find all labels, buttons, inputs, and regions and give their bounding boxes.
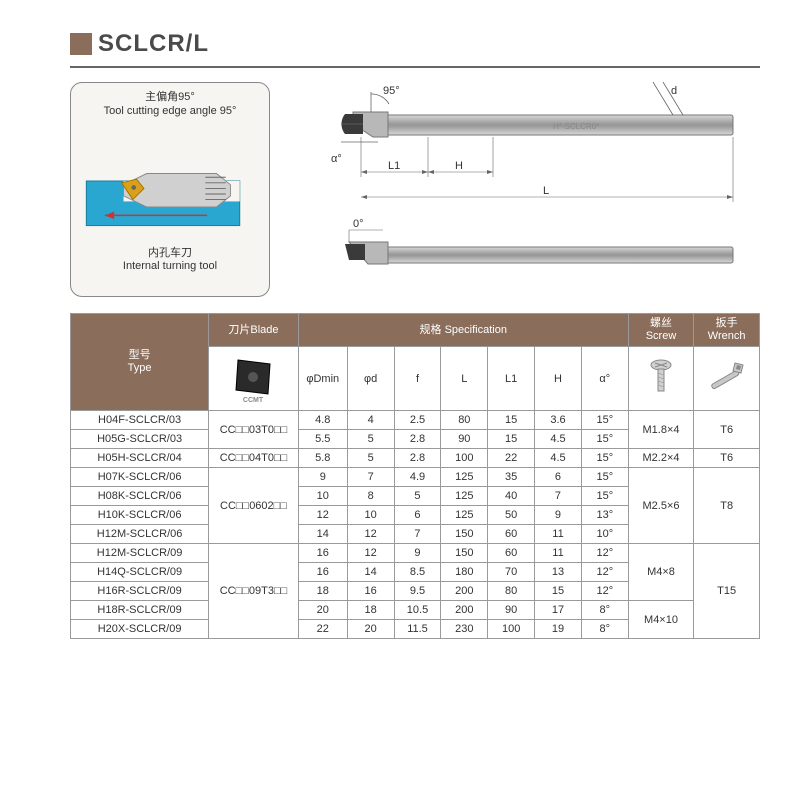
label-alpha: α° [331,153,342,165]
wrench-icon [705,355,749,399]
table-row: H12M-SCLCR/09CC□□09T3□□16129150601112°M4… [71,544,760,563]
product-code: SCLCR/L [98,30,209,58]
svg-text:CCMT: CCMT [243,397,264,404]
title-square-icon [70,33,92,55]
label-d: d [671,85,677,97]
dimension-diagram: H*-SCLCR0* 95° d α° L1 H [286,82,760,297]
spec-table: 型号Type刀片Blade规格 Specification螺丝Screw扳手Wr… [70,313,760,639]
screw-icon [641,355,681,399]
label-95: 95° [383,85,400,97]
page-title: SCLCR/L [70,30,760,58]
angle-label-en: Tool cutting edge angle 95° [77,105,263,119]
divider [70,66,760,68]
tool-label-en: Internal turning tool [77,260,263,274]
table-row: H04F-SCLCR/03CC□□03T0□□4.842.580153.615°… [71,411,760,430]
label-L1: L1 [388,160,400,172]
insert-icon: CCMT [226,350,280,404]
angle-label-cn: 主偏角95° [77,91,263,105]
label-H: H [455,160,463,172]
label-L: L [543,185,549,197]
table-row: H07K-SCLCR/06CC□□0602□□974.912535615°M2.… [71,468,760,487]
cutting-diagram [77,123,263,238]
diagram-panel-left: 主偏角95° Tool cutting edge angle 95° 内孔车刀 [70,82,270,297]
tool-label-cn: 内孔车刀 [77,247,263,261]
table-row: H18R-SCLCR/09201810.520090178°M4×10 [71,601,760,620]
engraving-text: H*-SCLCR0* [553,122,599,131]
table-row: H05H-SCLCR/04CC□□04T0□□5.852.8100224.515… [71,449,760,468]
label-0deg: 0° [353,218,364,230]
